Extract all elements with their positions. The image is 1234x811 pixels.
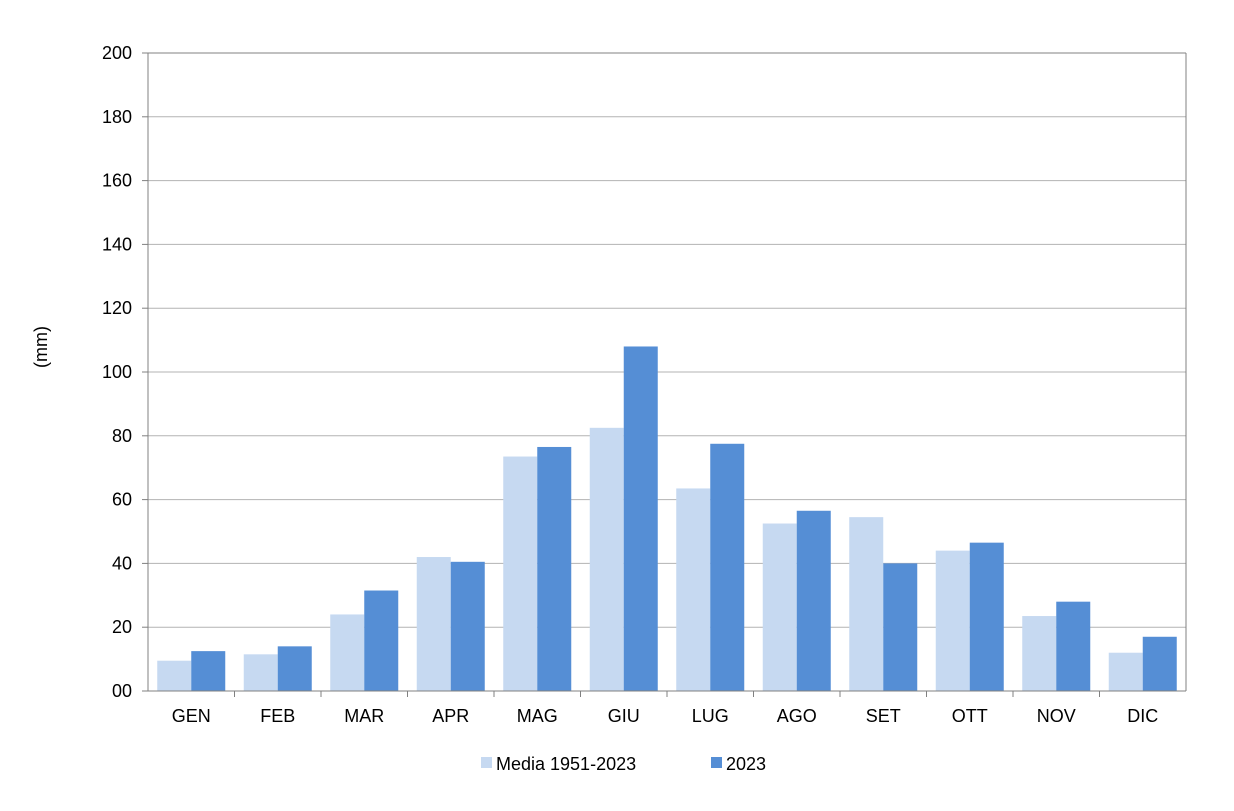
legend-swatch-2 [711,757,722,768]
y-tick-label: 80 [112,426,132,446]
y-tick-labels: 00 20 40 60 80 100 120 140 160 180 200 [102,43,132,701]
bar-giu-series-2 [623,346,658,691]
legend: Media 1951-2023 2023 [481,754,766,774]
bar-lug-series-1 [676,488,711,691]
bar-nov-series-1 [1022,616,1057,691]
bar-gen-series-1 [157,660,192,691]
y-tick-label: 40 [112,553,132,573]
y-tick-label: 120 [102,298,132,318]
bar-set-series-2 [883,563,918,691]
x-tick-label: AGO [777,706,817,726]
gridlines [142,52,1186,697]
x-tick-labels: GEN FEB MAR APR MAG GIU LUG AGO SET OTT NOV DIC [172,706,1159,726]
x-tick-label: GEN [172,706,211,726]
bar-mag-series-2 [537,446,572,691]
y-tick-label: 200 [102,43,132,63]
x-tick-label: MAG [517,706,558,726]
y-tick-label: 180 [102,107,132,127]
bar-mar-series-2 [364,590,399,691]
legend-label-1: Media 1951-2023 [496,754,636,774]
x-tick-label: SET [866,706,901,726]
x-tick-label: GIU [608,706,640,726]
bar-ago-series-2 [796,510,831,691]
x-tick-label: MAR [344,706,384,726]
bar-giu-series-1 [589,427,624,691]
legend-swatch-1 [481,757,492,768]
bar-mag-series-1 [503,456,538,691]
bar-feb-series-1 [243,654,278,691]
legend-label-2: 2023 [726,754,766,774]
bar-apr-series-2 [450,561,485,691]
y-tick-label: 20 [112,617,132,637]
bar-dic-series-1 [1108,652,1143,691]
x-tick-label: LUG [692,706,729,726]
x-tick-label: OTT [952,706,988,726]
bar-ago-series-1 [762,523,797,691]
x-tick-label: DIC [1127,706,1158,726]
bar-gen-series-2 [191,651,226,691]
bar-ott-series-2 [969,542,1004,691]
bar-apr-series-1 [416,557,451,691]
bar-mar-series-1 [330,614,365,691]
y-tick-label: 00 [112,681,132,701]
x-tick-label: NOV [1037,706,1076,726]
x-tick-label: APR [432,706,469,726]
y-tick-label: 160 [102,171,132,191]
y-axis-label: (mm) [31,326,51,368]
x-tick-label: FEB [260,706,295,726]
bars [157,346,1177,691]
bar-set-series-1 [849,517,884,691]
axes [147,52,1187,692]
y-tick-label: 140 [102,234,132,254]
bar-ott-series-1 [935,550,970,691]
bar-feb-series-2 [277,646,312,691]
y-tick-label: 100 [102,362,132,382]
bar-nov-series-2 [1056,601,1091,691]
bar-dic-series-2 [1142,636,1177,691]
y-tick-label: 60 [112,490,132,510]
bar-lug-series-2 [710,443,745,691]
